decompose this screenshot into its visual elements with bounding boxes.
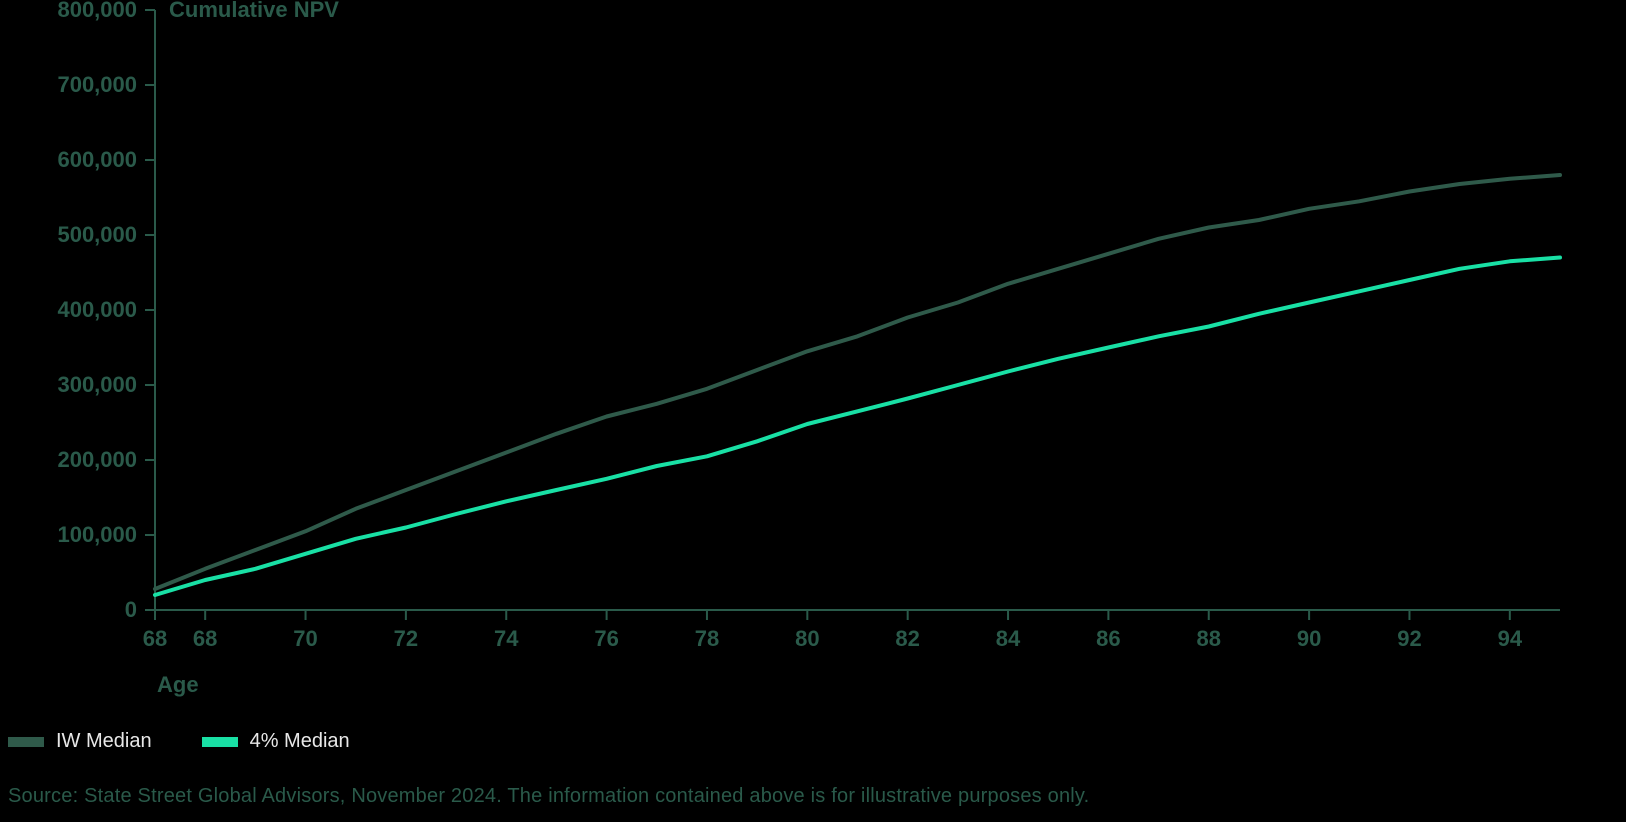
y-tick-label: 500,000 <box>57 222 137 247</box>
x-tick-label: 80 <box>795 626 819 651</box>
x-tick-label: 72 <box>394 626 418 651</box>
y-axis-title: Cumulative NPV <box>169 0 339 22</box>
x-tick-label: 68 <box>193 626 217 651</box>
y-tick-label: 200,000 <box>57 447 137 472</box>
y-tick-label: 600,000 <box>57 147 137 172</box>
x-tick-label: 82 <box>895 626 919 651</box>
legend-item: 4% Median <box>202 730 350 753</box>
source-text: Source: State Street Global Advisors, No… <box>8 785 1089 808</box>
y-tick-label: 700,000 <box>57 72 137 97</box>
y-tick-label: 800,000 <box>57 0 137 22</box>
series-line <box>155 258 1560 596</box>
legend-swatch <box>8 737 44 747</box>
x-tick-label: 76 <box>594 626 618 651</box>
x-tick-label: 86 <box>1096 626 1120 651</box>
x-tick-label: 74 <box>494 626 519 651</box>
y-tick-label: 0 <box>125 597 137 622</box>
x-tick-label: 84 <box>996 626 1021 651</box>
x-tick-label: 88 <box>1197 626 1221 651</box>
x-tick-label: 90 <box>1297 626 1321 651</box>
legend: IW Median 4% Median <box>8 730 350 753</box>
line-chart: 0 100,000 200,000 300,000 400,000 500,000 600,… <box>0 0 1626 710</box>
legend-swatch <box>202 737 238 747</box>
x-tick-label: 68 <box>143 626 167 651</box>
y-tick-label: 100,000 <box>57 522 137 547</box>
y-tick-label: 400,000 <box>57 297 137 322</box>
x-tick-label: 70 <box>293 626 317 651</box>
legend-label: 4% Median <box>250 730 350 753</box>
x-tick-label: 78 <box>695 626 719 651</box>
x-axis-title: Age <box>157 672 199 697</box>
series-line <box>155 175 1560 589</box>
legend-item: IW Median <box>8 730 152 753</box>
x-tick-label: 92 <box>1397 626 1421 651</box>
x-tick-label: 94 <box>1498 626 1523 651</box>
chart-container: 0 100,000 200,000 300,000 400,000 500,000 600,… <box>0 0 1626 822</box>
legend-label: IW Median <box>56 730 152 753</box>
y-tick-label: 300,000 <box>57 372 137 397</box>
